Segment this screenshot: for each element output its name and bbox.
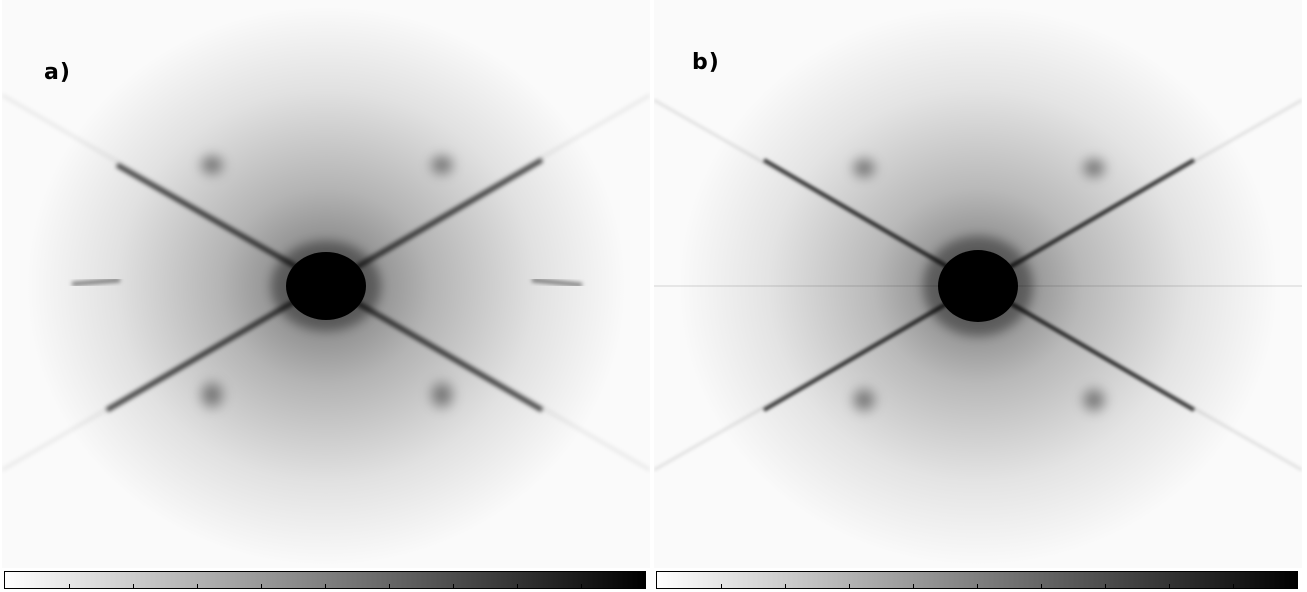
diffraction-pattern-b (654, 0, 1302, 568)
diffraction-pattern-a (2, 0, 650, 568)
colorbar-tick (69, 584, 70, 588)
colorbar-tick (1233, 584, 1234, 588)
colorbar-tick (389, 584, 390, 588)
panel-label-a: a) (44, 60, 71, 85)
colorbar-tick (721, 584, 722, 588)
panel-label-b: b) (692, 50, 720, 75)
colorbar-tick (325, 584, 326, 588)
colorbar-tick (581, 584, 582, 588)
colorbar-tick (517, 584, 518, 588)
panel-a: a) (2, 0, 650, 592)
colorbar-tick (453, 584, 454, 588)
colorbar-tick (1169, 584, 1170, 588)
colorbar-tick (785, 584, 786, 588)
colorbar-tick (977, 584, 978, 588)
colorbar-tick (1105, 584, 1106, 588)
colorbar-tick (1041, 584, 1042, 588)
colorbar-tick (133, 584, 134, 588)
colorbar-tick (197, 584, 198, 588)
colorbar-tick (261, 584, 262, 588)
colorbar-tick (913, 584, 914, 588)
colorbar-b (656, 571, 1298, 589)
panel-b: b) (654, 0, 1302, 592)
colorbar-a (4, 571, 646, 589)
colorbar-tick (849, 584, 850, 588)
